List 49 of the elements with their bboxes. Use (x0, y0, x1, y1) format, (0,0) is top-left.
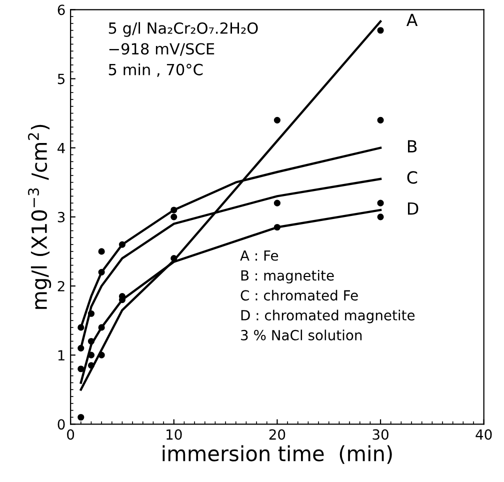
point (170, 214, 178, 220)
point (98, 352, 105, 358)
y-tick-label: 2 (58, 280, 64, 292)
point (377, 116, 384, 124)
point (88, 362, 95, 369)
y-tick-label: 3 (58, 212, 65, 222)
point (274, 224, 280, 231)
series-label: A (406, 14, 418, 26)
y-tick-label: 4 (58, 142, 65, 154)
annotation: 5 min , 70°C (108, 64, 203, 77)
x-tick-label: 40 (476, 429, 492, 440)
point (78, 414, 84, 421)
point (88, 310, 95, 317)
y-tick-label: 1 (58, 350, 64, 360)
x-tick-label: 0 (67, 429, 74, 440)
x-tick-label: 30 (372, 429, 388, 440)
annotation: 5 g/l Na₂Cr₂O₇.2H₂O (108, 22, 258, 37)
annotation: −918 mV/SCE (109, 43, 214, 56)
point (274, 116, 280, 124)
y-tick-label: 0 (58, 419, 65, 430)
y-axis-title: mg/l (X10$^{−3}$ /cm$^{2}$) (28, 124, 52, 309)
y-tick-label: 6 (58, 4, 65, 16)
y-tick-label: 5 (58, 74, 64, 84)
annotation: D : chromated magnetite (241, 310, 415, 324)
point (118, 241, 126, 248)
annotation: B : magnetite (241, 270, 334, 284)
point (377, 200, 384, 206)
x-tick-label: 20 (269, 429, 286, 440)
point (170, 255, 178, 262)
series-label: C (407, 171, 418, 184)
annotation: 3 % NaCl solution (241, 330, 362, 340)
x-axis-title: immersion time (min) (162, 445, 392, 464)
point (98, 324, 105, 331)
series-label: D (408, 202, 418, 215)
point (170, 206, 178, 214)
series-label: B (408, 140, 417, 152)
point (274, 200, 280, 206)
x-tick-label: 10 (166, 429, 182, 440)
point (377, 214, 384, 220)
point (88, 338, 95, 345)
annotation: C : chromated Fe (240, 290, 358, 301)
point (98, 248, 105, 255)
annotation: A : Fe (240, 250, 278, 261)
point (377, 27, 384, 34)
point (88, 352, 95, 358)
point (78, 344, 84, 352)
point (78, 366, 84, 372)
point (98, 268, 105, 276)
point (78, 324, 84, 331)
